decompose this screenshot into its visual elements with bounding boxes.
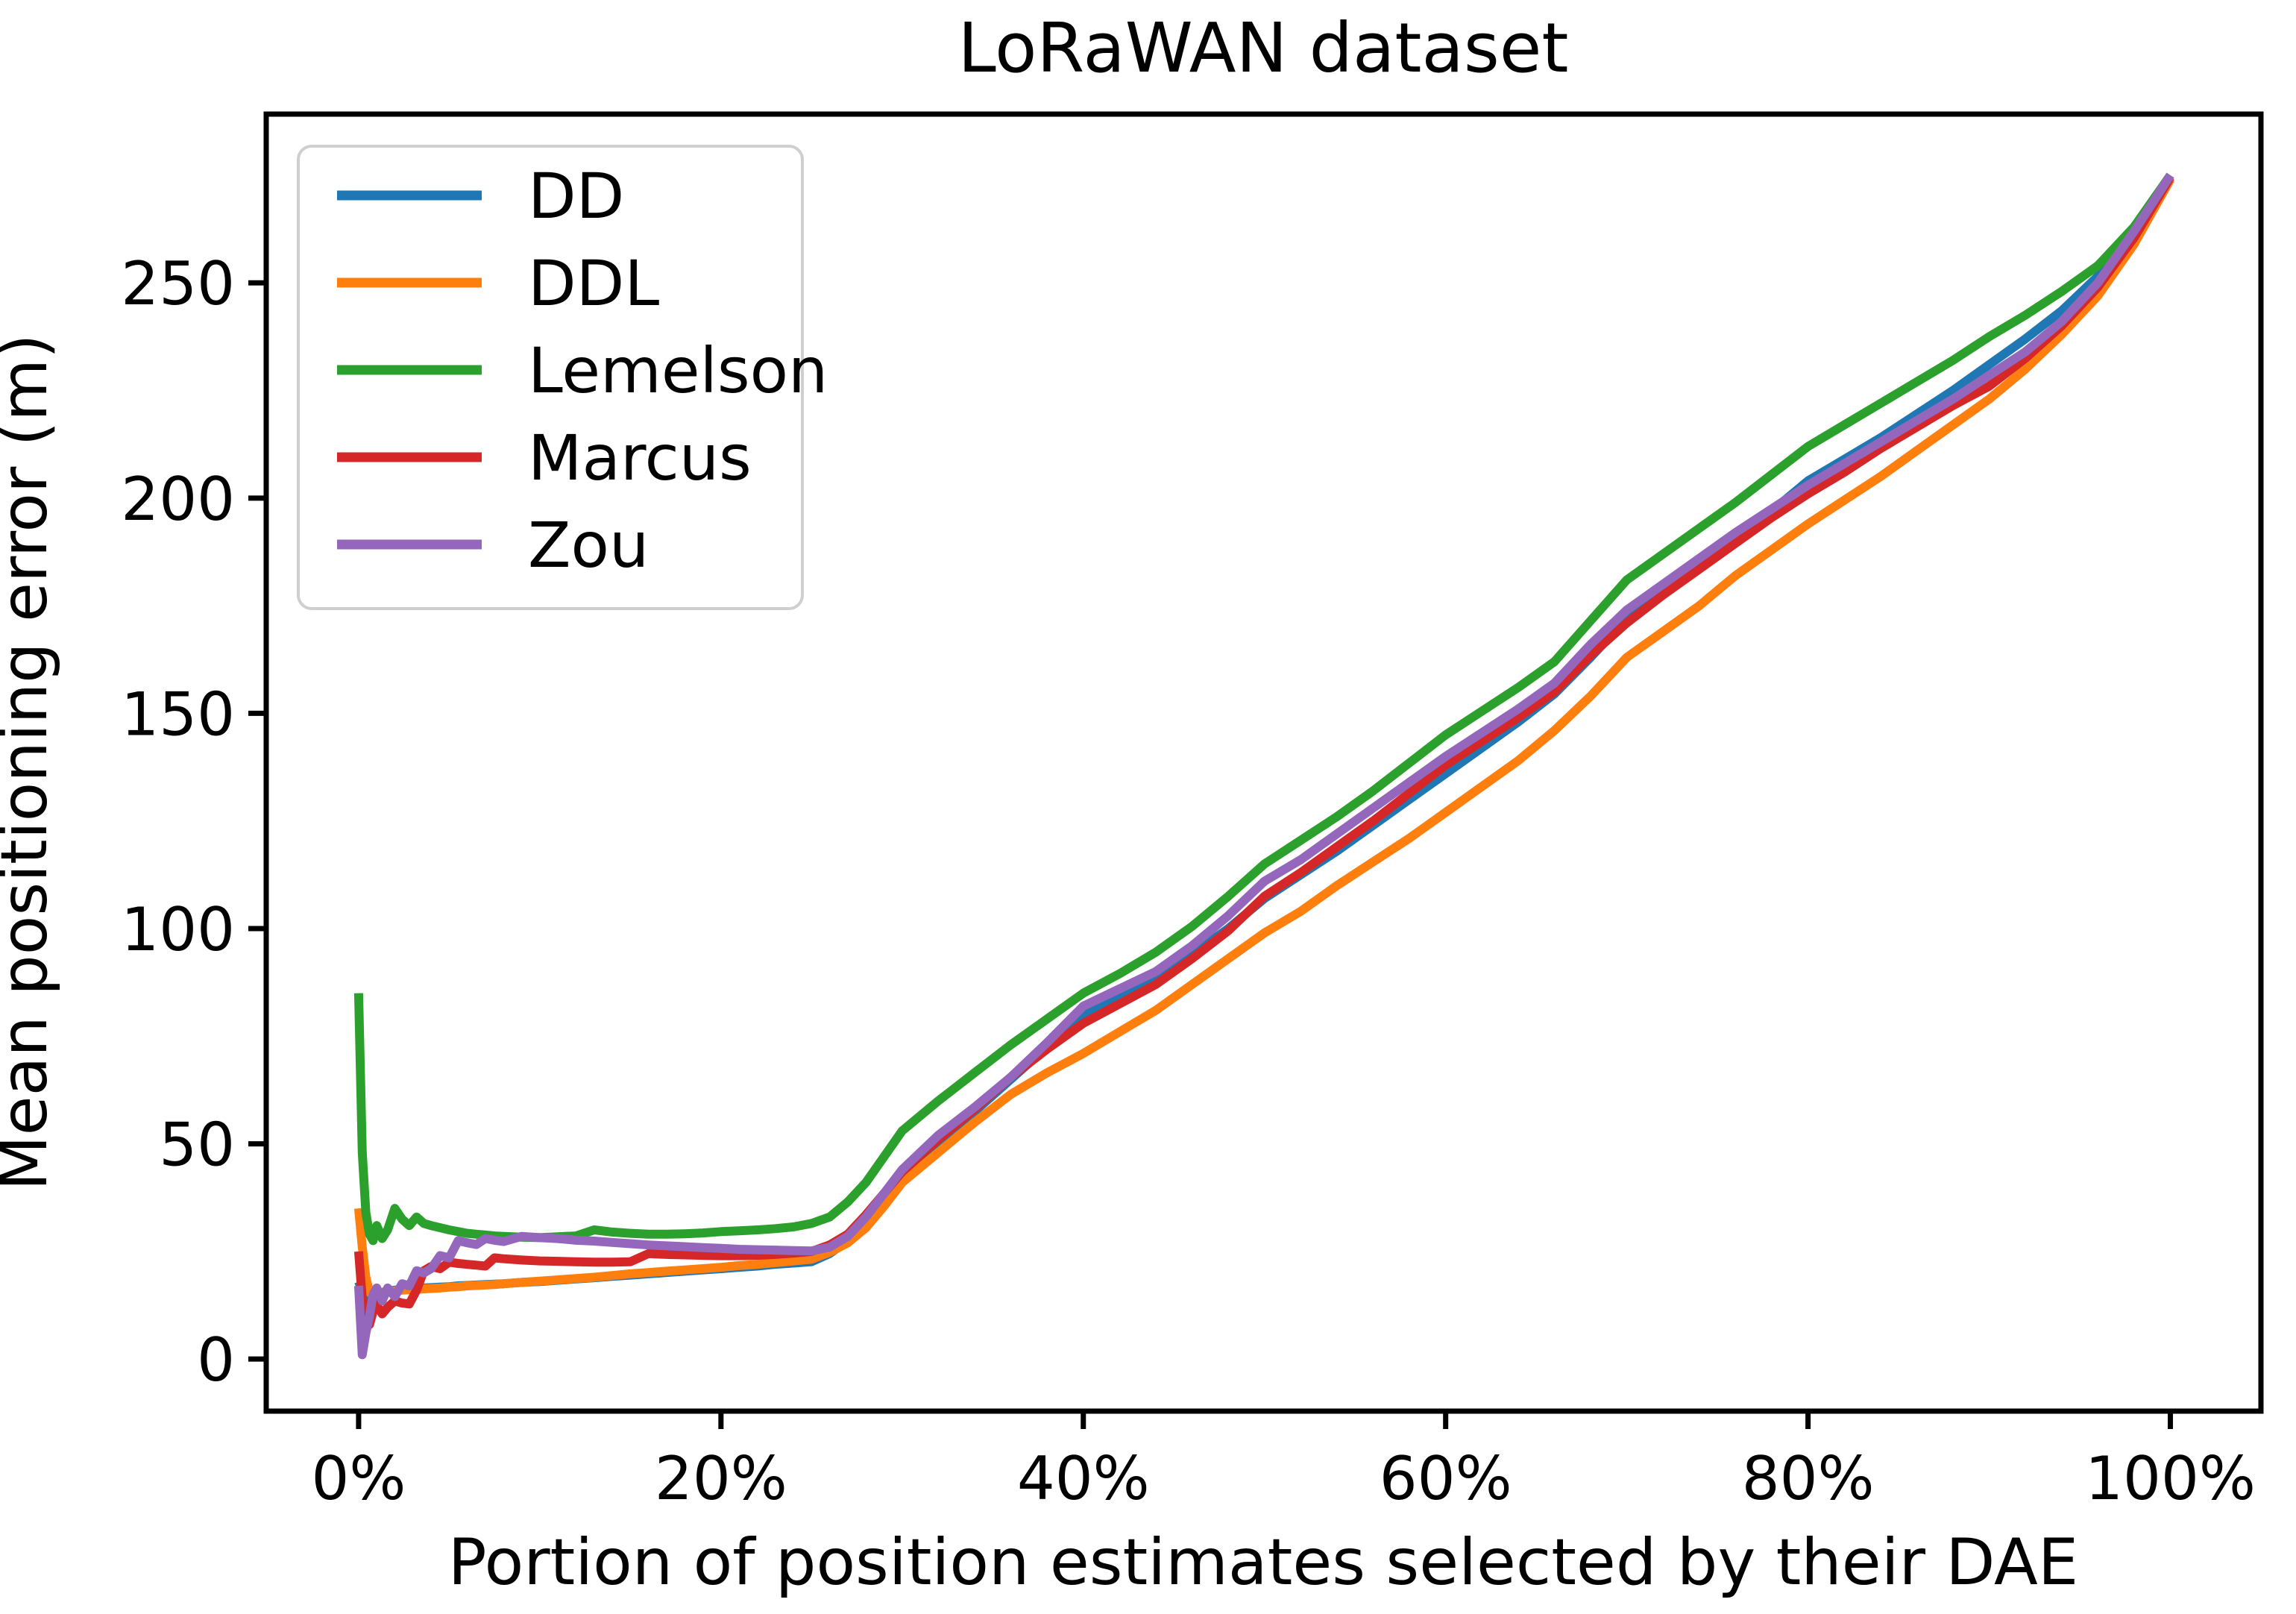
x-tick-label: 0% [311,1444,406,1513]
y-tick-label: 200 [121,465,235,534]
series-line-lemelson [353,172,2174,1246]
x-tick-label: 100% [2085,1444,2256,1513]
axis-ticks: 0% 20% 40% 60% 80% 100% 0 50 100 150 200 250 [121,249,2256,1513]
y-axis-label: Mean positioning error (m) [0,333,62,1190]
chart-title: LoRaWAN dataset [958,8,1569,88]
legend-label-dd: DD [528,160,624,233]
y-tick-label: 250 [121,249,235,318]
legend-label-zou: Zou [528,509,649,582]
series-line-ddl [353,177,2174,1299]
x-tick-label: 20% [655,1444,787,1513]
legend-box [297,145,804,610]
y-tick-label: 0 [197,1325,235,1395]
y-tick-label: 150 [121,679,235,749]
series-line-zou [353,172,2174,1360]
legend-label-ddl: DDL [528,247,659,320]
x-axis-label: Portion of position estimates selected b… [448,1525,2078,1600]
x-tick-label: 60% [1380,1444,1512,1513]
x-tick-label: 80% [1742,1444,1875,1513]
legend: DD DDL Lemelson Marcus Zou [297,145,828,610]
series-lines [353,172,2174,1360]
y-tick-label: 50 [159,1111,235,1180]
y-tick-label: 100 [121,895,235,964]
legend-label-lemelson: Lemelson [528,334,828,407]
legend-label-marcus: Marcus [528,421,752,494]
x-tick-label: 40% [1017,1444,1150,1513]
